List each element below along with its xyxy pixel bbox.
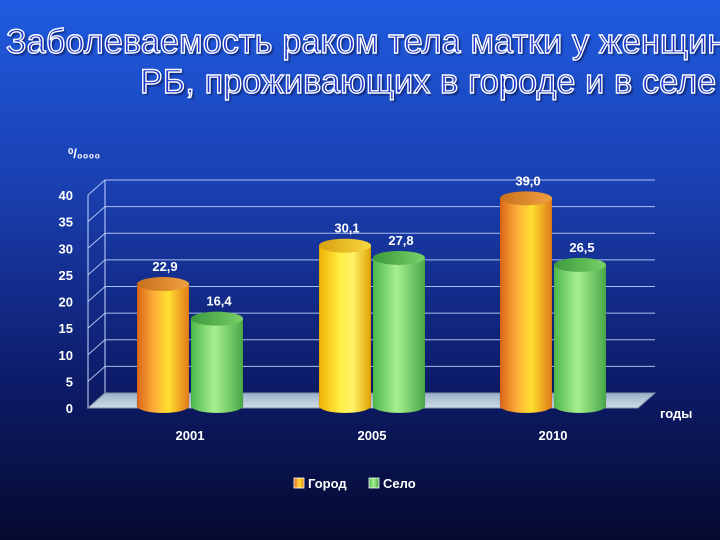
y-tick-label: 15 xyxy=(59,321,73,336)
bar-cap xyxy=(319,238,371,253)
data-label: 30,1 xyxy=(334,221,359,236)
chart-title: Заболеваемость раком тела матки у женщин… xyxy=(0,0,720,110)
bar-cap xyxy=(500,191,552,206)
y-tick-label: 5 xyxy=(66,374,73,389)
y-tick-label: 40 xyxy=(59,188,73,203)
gridline xyxy=(87,179,655,196)
data-label: 16,4 xyxy=(206,294,232,309)
y-tick-label: 20 xyxy=(59,295,73,310)
title-line-2: РБ, проживающих в городе и в селе xyxy=(139,62,717,101)
x-tick-label: 2010 xyxy=(539,428,568,443)
x-tick-label: 2005 xyxy=(358,428,387,443)
bar-selo-2005 xyxy=(372,257,426,414)
legend-label: Город xyxy=(308,476,347,491)
legend-swatch xyxy=(293,477,305,489)
legend-label: Село xyxy=(383,476,416,491)
x-tick-label: 2001 xyxy=(176,428,205,443)
bar-selo-2001 xyxy=(190,318,244,414)
y-tick-label: 0 xyxy=(66,401,73,416)
y-axis-unit: ⁰/₀₀₀₀ xyxy=(68,146,100,161)
legend-swatch xyxy=(368,477,380,489)
data-label: 26,5 xyxy=(569,240,594,255)
bar-gorod-2001 xyxy=(136,283,190,414)
x-axis-label: годы xyxy=(660,406,692,421)
y-tick-label: 10 xyxy=(59,348,73,363)
bar-gorod-2010 xyxy=(499,198,553,414)
data-label: 27,8 xyxy=(388,233,413,248)
bar-cap xyxy=(554,257,606,272)
bar-cap xyxy=(191,311,243,326)
y-tick-label: 25 xyxy=(59,268,73,283)
title-line-1: Заболеваемость раком тела матки у женщин xyxy=(5,22,720,61)
data-label: 39,0 xyxy=(515,173,540,188)
bar-cap xyxy=(373,250,425,265)
y-tick-label: 35 xyxy=(59,215,73,230)
bar-selo-2010 xyxy=(553,264,607,414)
y-tick-label: 30 xyxy=(59,241,73,256)
bar-gorod-2005 xyxy=(318,245,372,414)
data-label: 22,9 xyxy=(152,259,177,274)
bar-cap xyxy=(137,277,189,292)
gridline xyxy=(87,206,655,222)
